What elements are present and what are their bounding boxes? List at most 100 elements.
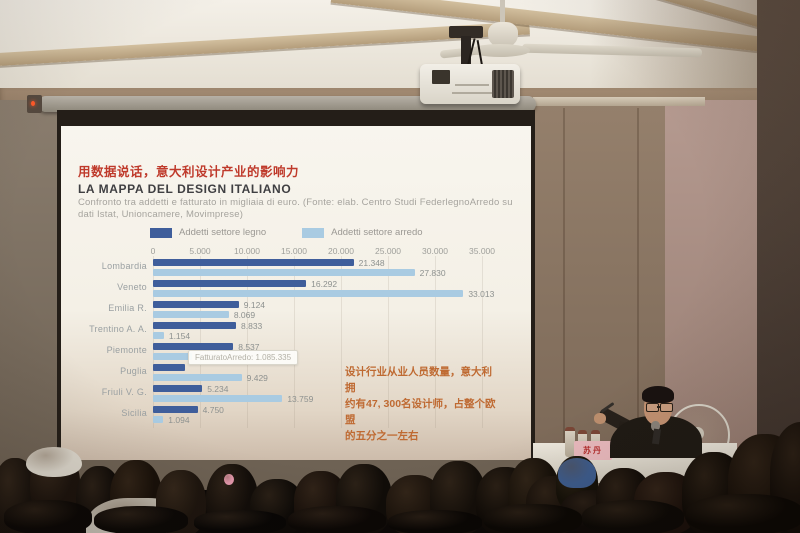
- gridline: [341, 256, 342, 428]
- gridline: [435, 256, 436, 428]
- bar-legno: [153, 343, 234, 350]
- bar-value-label: 9.124: [243, 300, 266, 310]
- bar-legno: [153, 406, 198, 413]
- bar-value-label: 9.429: [246, 373, 268, 383]
- bar-legno: [153, 259, 354, 266]
- bar-arredo: [153, 311, 229, 318]
- bar-value-label: 5.234: [207, 384, 229, 394]
- ceiling-fan-disc: [470, 44, 530, 57]
- bar-legno: [153, 385, 203, 392]
- category-label: Trentino A. A.: [89, 324, 147, 334]
- x-axis-tick: 5.000: [189, 246, 211, 256]
- x-axis-tick: 25.000: [375, 246, 401, 256]
- bar-value-label: 27.830: [419, 268, 446, 278]
- speaker-nameplate: 苏丹: [574, 441, 612, 460]
- audience-head: [582, 500, 684, 533]
- x-axis-tick: 0: [150, 246, 156, 256]
- audience-head: [558, 458, 596, 488]
- presenter-glasses: [646, 403, 659, 412]
- audience-head: [194, 510, 286, 533]
- screen-housing: [38, 96, 536, 112]
- audience-head: [388, 510, 482, 533]
- gridline: [294, 256, 295, 428]
- annotation-line: 设计行业从业人员数量，意大利拥: [345, 366, 492, 394]
- slide-subtitle-line2: dati Istat, Unioncamere, Movimprese): [78, 209, 244, 220]
- category-label: Sicilia: [121, 408, 147, 418]
- projector-label: [432, 70, 450, 84]
- annotation-line: 的五分之一左右: [345, 430, 419, 442]
- category-label: Piemonte: [106, 345, 147, 355]
- x-axis-tick: 30.000: [422, 246, 448, 256]
- presenter-glasses-bridge: [657, 406, 661, 408]
- bar-arredo: [153, 353, 192, 360]
- projector-sticker: [455, 84, 489, 86]
- water-bottle: [565, 427, 575, 457]
- bar-legno: [153, 301, 239, 308]
- chart-plot: 0 5.000 10.000 15.000 20.000 25.000 30.000 35.0…: [150, 246, 505, 430]
- gridline: [153, 256, 154, 428]
- bar-arredo: [153, 416, 164, 423]
- category-label: Puglia: [120, 366, 147, 376]
- audience-head: [686, 494, 800, 533]
- audience-head: [4, 500, 92, 533]
- bar-value-label: 16.292: [311, 279, 338, 289]
- slide-subtitle-line1: Confronto tra addetti e fatturato in mig…: [78, 197, 513, 208]
- chart-tooltip: FatturatoArredo: 1.085.335: [188, 350, 299, 365]
- x-axis-tick: 20.000: [328, 246, 354, 256]
- bar-arredo: [153, 290, 464, 297]
- wall-panel-seam: [637, 108, 639, 460]
- bar-legno: [153, 364, 185, 371]
- indicator-led: [31, 101, 35, 106]
- gridline: [482, 256, 483, 428]
- x-axis-tick: 15.000: [281, 246, 307, 256]
- bar-value-label: 33.013: [468, 289, 495, 299]
- bar-legno: [153, 322, 237, 329]
- chart-legend: Addetti settore legno Addetti settore ar…: [150, 227, 423, 238]
- audience-head: [224, 474, 234, 485]
- legend-label-arredo: Addetti settore arredo: [331, 227, 423, 238]
- annotation-line: 约有47, 300名设计师，占整个欧盟: [345, 398, 496, 426]
- chart-category-axis: Lombardia Veneto Emilia R. Trentino A. A. Pi…: [55, 246, 147, 430]
- x-axis-tick: 35.000: [469, 246, 495, 256]
- x-axis-tick: 10.000: [234, 246, 260, 256]
- bar-value-label: 1.094: [168, 415, 190, 425]
- category-label: Veneto: [117, 282, 147, 292]
- bar-value-label: 4.750: [202, 405, 224, 415]
- category-label: Lombardia: [101, 261, 147, 271]
- microphone-icon: [651, 421, 660, 431]
- slide-title: LA MAPPA DEL DESIGN ITALIANO: [78, 182, 292, 196]
- bar-value-label: 21.348: [358, 258, 385, 268]
- wall-trim: [533, 97, 705, 106]
- gridline: [200, 256, 201, 428]
- ceiling-fan-rod: [500, 0, 505, 26]
- legend-item-legno: Addetti settore legno: [150, 227, 266, 238]
- bar-value-label: 13.759: [287, 394, 314, 404]
- bar-value-label: 8.069: [233, 310, 256, 320]
- presenter-hand: [594, 413, 606, 424]
- bar-value-label: 8.537: [238, 342, 260, 352]
- projector-bracket: [461, 36, 471, 68]
- slide-annotation-cn: 设计行业从业人员数量，意大利拥 约有47, 300名设计师，占整个欧盟 的五分之…: [345, 364, 501, 444]
- projector-bracket: [449, 26, 483, 38]
- right-wall-panels: [533, 100, 665, 470]
- bar-legno: [153, 280, 307, 287]
- projector-vent-grille: [492, 70, 514, 98]
- category-label: Friuli V. G.: [101, 387, 147, 397]
- bar-value-label: 8.833: [241, 321, 263, 331]
- bar-arredo: [153, 332, 164, 339]
- legend-swatch-arredo: [302, 227, 325, 238]
- wall-panel-seam: [563, 108, 565, 460]
- legend-swatch-legno: [150, 227, 172, 238]
- ceiling-fan-hub: [488, 22, 518, 48]
- audience-head: [26, 447, 82, 477]
- slide-header-cn: 用数据说话，意大利设计产业的影响力: [78, 165, 300, 179]
- category-label: Emilia R.: [108, 303, 147, 313]
- legend-label-legno: Addetti settore legno: [179, 227, 267, 238]
- presenter-hair: [642, 386, 674, 403]
- bar-arredo: [153, 269, 415, 276]
- presenter-glasses: [660, 403, 673, 412]
- left-wall: [0, 100, 57, 470]
- gridline: [247, 256, 248, 428]
- audience-head: [94, 506, 188, 533]
